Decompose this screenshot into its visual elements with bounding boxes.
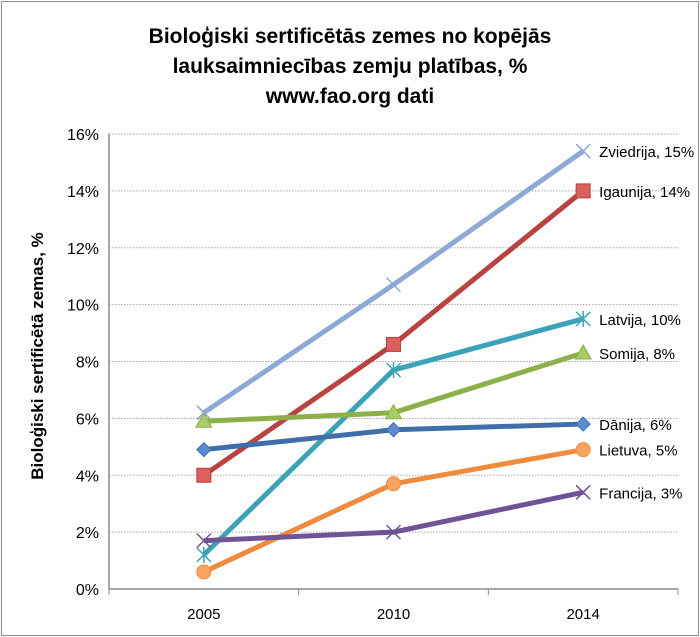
data-label-francija: Francija, 3% [599, 485, 682, 502]
marker-diamond-dānija [385, 422, 402, 438]
marker-circle-lietuva [575, 442, 591, 458]
marker-x-francija [196, 533, 212, 549]
marker-star-latvija [196, 546, 212, 563]
x-tick-label: 2005 [187, 606, 220, 623]
marker-circle-lietuva [386, 476, 401, 492]
data-label-zviedrija: Zviedrija, 15% [599, 144, 694, 161]
y-tick-label: 16% [67, 127, 99, 144]
y-tick-label: 2% [76, 525, 99, 542]
data-label-somija: Somija, 8% [599, 346, 675, 363]
chart-title: Bioloģiski sertificētās zemes no kopējās… [0, 22, 700, 112]
data-label-lietuva: Lietuva, 5% [599, 443, 677, 460]
marker-triangle-somija [194, 412, 213, 428]
y-tick-label: 8% [76, 355, 99, 372]
marker-diamond-dānija [196, 441, 212, 458]
y-tick-label: 12% [67, 241, 99, 258]
chart-title-line-2: lauksaimniecības zemju platības, % [172, 55, 528, 78]
marker-triangle-somija [384, 403, 403, 420]
marker-star-latvija [575, 310, 591, 327]
x-tick-label: 2010 [377, 606, 410, 623]
chart-title-line-3: www.fao.org dati [265, 85, 435, 108]
marker-square-igaunija [575, 183, 591, 199]
chart-title-line-1: Bioloģiski sertificētās zemes no kopējās [148, 25, 552, 48]
y-tick-label: 6% [76, 411, 99, 428]
data-label-latvija: Latvija, 10% [599, 312, 681, 329]
marker-triangle-somija [574, 343, 593, 360]
y-tick-label: 10% [67, 298, 99, 315]
marker-x-francija [385, 524, 402, 540]
marker-square-igaunija [196, 467, 212, 483]
data-label-dānija: Dānija, 6% [599, 417, 672, 434]
marker-x-zviedrija [385, 277, 402, 293]
marker-x-francija [575, 484, 591, 500]
y-tick-label: 0% [76, 582, 99, 599]
x-tick-label: 2014 [566, 606, 599, 623]
y-tick-label: 14% [67, 184, 99, 201]
y-tick-label: 4% [76, 468, 99, 485]
marker-diamond-dānija [575, 416, 591, 432]
marker-circle-lietuva [196, 564, 212, 580]
marker-square-igaunija [386, 336, 401, 352]
marker-star-latvija [385, 362, 402, 379]
data-label-igaunija: Igaunija, 14% [599, 184, 690, 201]
series-line-lietuva [202, 447, 584, 575]
marker-x-zviedrija [575, 143, 591, 159]
